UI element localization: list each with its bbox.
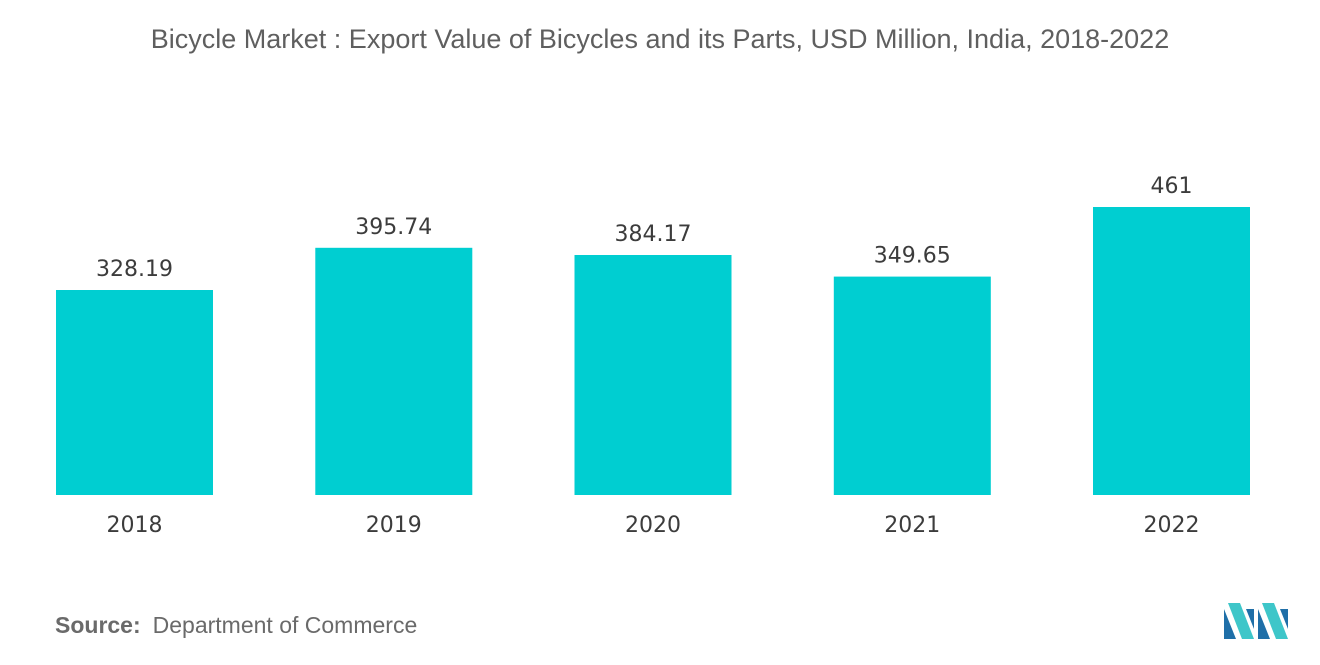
x-tick-label-2021: 2021 xyxy=(884,513,940,538)
x-tick-label-2022: 2022 xyxy=(1144,513,1200,538)
source-label: Source: xyxy=(55,612,141,638)
x-tick-label-2019: 2019 xyxy=(366,513,422,538)
data-label-2022: 461 xyxy=(1151,174,1193,199)
source-text: Department of Commerce xyxy=(152,612,418,638)
x-tick-label-2018: 2018 xyxy=(107,513,163,538)
bar-2020 xyxy=(574,255,732,495)
data-label-2020: 384.17 xyxy=(615,222,692,247)
bar-2022 xyxy=(1093,207,1250,495)
source-note: Source: Department of Commerce xyxy=(55,612,417,639)
data-label-2018: 328.19 xyxy=(96,257,173,282)
data-label-2021: 349.65 xyxy=(874,244,951,269)
bar-2018 xyxy=(56,290,213,495)
chart-title: Bicycle Market : Export Value of Bicycle… xyxy=(150,24,1170,54)
bar-2021 xyxy=(833,276,991,495)
bar-chart: 328.19 2018 395.74 2019 384.17 2020 349.65 2021… xyxy=(56,174,1250,538)
mordor-intelligence-logo-icon xyxy=(1224,603,1288,639)
x-tick-label-2020: 2020 xyxy=(625,513,681,538)
bar-2019 xyxy=(315,247,473,495)
data-label-2019: 395.74 xyxy=(355,215,432,240)
